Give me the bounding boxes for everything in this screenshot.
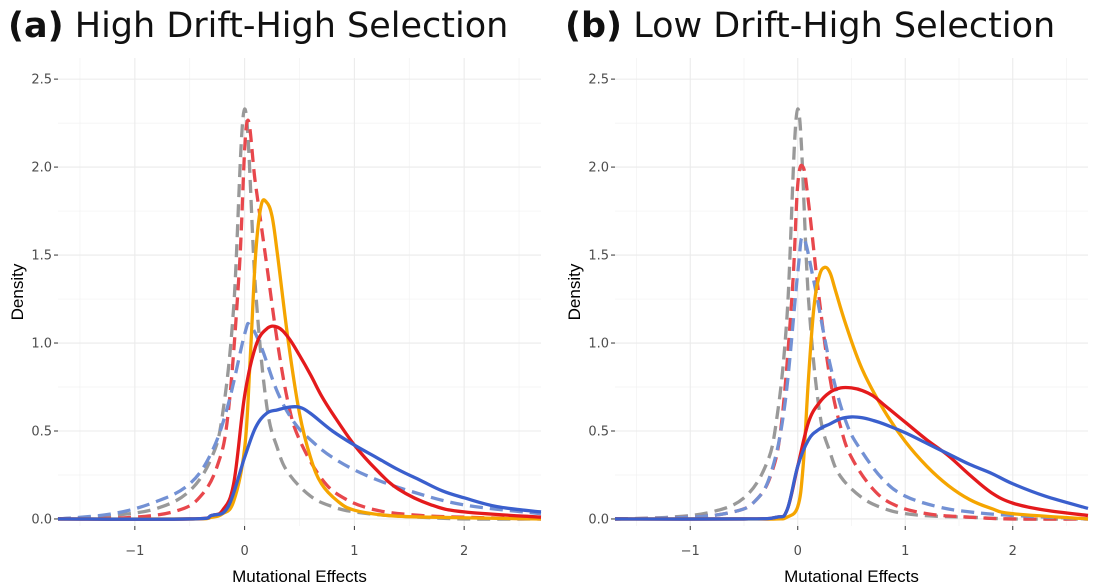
panel-a: (a) High Drift-High Selection −1 0 1 2 0.0 0.… [8, 4, 542, 586]
x-tick-label: 0 [240, 544, 248, 559]
dashed-density-line-3 [57, 321, 542, 521]
axis-ticks: −1 0 1 2 0.0 0.5 1.0 1.5 2.0 2.5 [31, 73, 468, 559]
solid-density-line-5 [57, 324, 542, 521]
major-grid [615, 58, 1088, 526]
dashed-density-line-2 [57, 118, 542, 521]
axis-ticks: −1 0 1 2 0.0 0.5 1.0 1.5 2.0 2.5 [588, 73, 1017, 559]
solid-density-line-6 [57, 404, 542, 521]
dashed-density-line-3 [614, 235, 1089, 521]
y-axis-title: Density [565, 263, 584, 320]
y-tick-label: 2.0 [588, 161, 609, 176]
y-tick-label: 2.5 [31, 73, 52, 88]
chart-title: Low Drift-High Selection [633, 6, 1056, 46]
x-tick-label: 2 [460, 544, 468, 559]
x-axis-title: Mutational Effects [784, 567, 919, 586]
series-group [57, 107, 542, 521]
x-tick-label: 2 [1009, 544, 1017, 559]
y-tick-label: 2.0 [31, 161, 52, 176]
x-tick-label: −1 [681, 544, 700, 559]
panel-label: (b) [565, 6, 623, 46]
density-chart-a: −1 0 1 2 0.0 0.5 1.0 1.5 2.0 2.5 Mutational Effect… [8, 58, 542, 586]
panel-title: (b) Low Drift-High Selection [565, 4, 1055, 48]
y-tick-label: 0.0 [588, 512, 609, 527]
y-tick-label: 1.0 [31, 337, 52, 352]
x-tick-label: 0 [794, 544, 802, 559]
x-tick-label: −1 [125, 544, 144, 559]
y-tick-label: 0.5 [588, 424, 609, 439]
minor-grid [615, 58, 1088, 526]
panel-b: (b) Low Drift-High Selection −1 0 1 2 0.0 0.5… [557, 0, 1094, 586]
y-tick-label: 1.5 [588, 249, 609, 264]
series-group [614, 107, 1089, 521]
x-tick-label: 1 [350, 544, 358, 559]
y-tick-label: 0.5 [31, 424, 52, 439]
panel-title: (a) High Drift-High Selection [8, 4, 508, 48]
solid-density-line-4 [615, 265, 1089, 521]
solid-density-line-6 [614, 415, 1089, 521]
minor-grid [58, 58, 541, 526]
panel-label: (a) [8, 6, 64, 46]
y-axis-title: Density [8, 263, 27, 320]
y-tick-label: 0.0 [31, 512, 52, 527]
x-axis-title: Mutational Effects [232, 567, 367, 586]
y-tick-label: 1.0 [588, 337, 609, 352]
y-tick-label: 2.5 [588, 73, 609, 88]
density-chart-b: −1 0 1 2 0.0 0.5 1.0 1.5 2.0 2.5 Mutational Effect… [565, 58, 1089, 586]
x-tick-label: 1 [901, 544, 909, 559]
chart-title: High Drift-High Selection [74, 6, 509, 46]
y-tick-label: 1.5 [31, 249, 52, 264]
